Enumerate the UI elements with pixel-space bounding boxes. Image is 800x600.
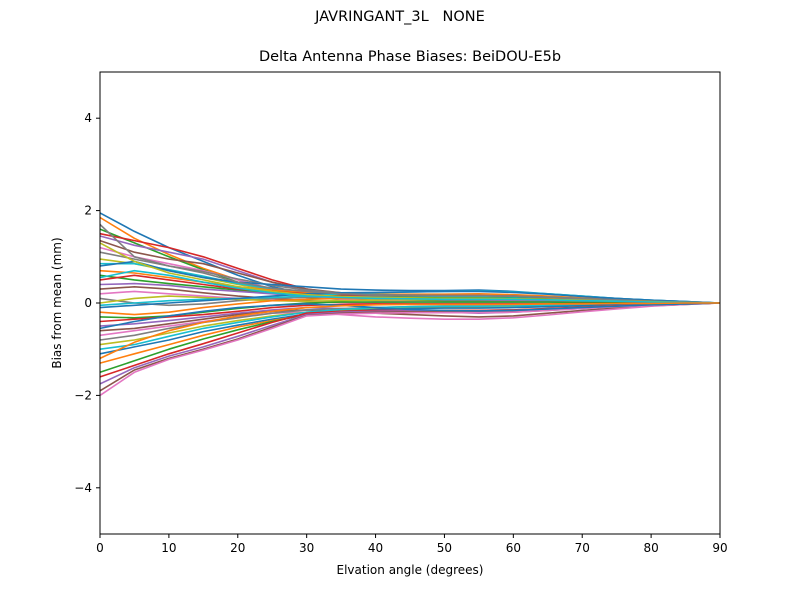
x-tick-label: 10 (161, 541, 176, 555)
series-line-31 (99, 302, 721, 355)
y-tick-label: 0 (84, 296, 92, 310)
x-tick-label: 50 (437, 541, 452, 555)
chart-title: Delta Antenna Phase Biases: BeiDOU-E5b (258, 49, 562, 65)
series-line-21 (99, 290, 721, 309)
x-tick-label: 0 (96, 541, 104, 555)
series-line-42 (99, 302, 720, 360)
series-lines (99, 212, 721, 397)
series-line-38 (99, 223, 721, 304)
x-tick-label: 80 (643, 541, 658, 555)
y-tick-label: 2 (84, 204, 92, 218)
y-axis-label: Bias from mean (mm) (50, 237, 64, 368)
series-line-41 (99, 302, 721, 330)
series-line-27 (99, 302, 721, 337)
x-tick-label: 60 (506, 541, 521, 555)
series-line-23 (99, 301, 720, 319)
y-tick-label: 4 (84, 111, 92, 125)
series-line-40 (99, 269, 721, 304)
x-tick-label: 90 (712, 541, 727, 555)
x-tick-label: 70 (575, 541, 590, 555)
series-line-1 (99, 212, 721, 304)
y-axis: −4 −2 0 2 4 (74, 111, 100, 495)
x-axis: 0 10 20 30 40 50 60 70 80 90 (96, 534, 728, 555)
x-tick-label: 30 (299, 541, 314, 555)
series-line-26 (99, 302, 721, 332)
y-tick-label: −2 (74, 388, 92, 402)
x-tick-label: 20 (230, 541, 245, 555)
x-tick-label: 40 (368, 541, 383, 555)
y-tick-label: −4 (74, 481, 92, 495)
figure-suptitle: JAVRINGANT_3L NONE (315, 9, 485, 25)
x-axis-label: Elvation angle (degrees) (337, 563, 484, 577)
